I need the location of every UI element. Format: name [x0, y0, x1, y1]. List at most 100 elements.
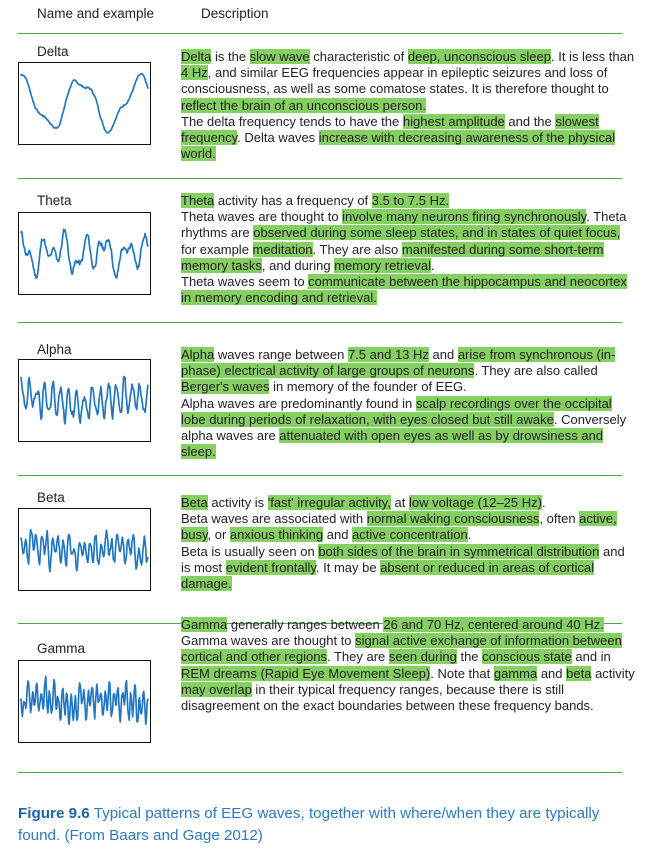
description-paragraph: The delta frequency tends to have the hi…: [181, 113, 636, 163]
wave-name-alpha: Alpha: [37, 342, 72, 357]
highlighted-text: evident frontally: [225, 559, 316, 575]
description-text: and: [428, 347, 458, 362]
highlighted-text: 'fast' irregular activity,: [267, 495, 391, 510]
beta-wave-trace: [20, 528, 149, 573]
description-text: characteristic of: [309, 49, 408, 64]
highlighted-text: meditation: [252, 241, 313, 257]
highlighted-text: Beta: [181, 495, 208, 510]
row-divider: [18, 475, 622, 476]
description-text: . They are: [326, 649, 389, 665]
highlighted-text: memory retrieval: [334, 257, 431, 273]
description-text: is the: [211, 49, 250, 64]
wave-name-theta: Theta: [37, 193, 72, 208]
description-text: and the: [504, 113, 556, 129]
description-paragraph: Theta waves are thought to involve many …: [181, 209, 636, 274]
figure-caption-text: Typical patterns of EEG waves, together …: [18, 805, 600, 844]
highlighted-text: deep, unconscious sleep: [407, 49, 551, 64]
description-delta: Delta is the slow wave characteristic of…: [181, 49, 636, 162]
description-alpha: Alpha waves range between 7.5 and 13 Hz …: [181, 347, 636, 460]
highlighted-text: both sides of the brain in symmetrical d…: [318, 543, 600, 559]
figure-label: Figure 9.6: [18, 805, 90, 822]
description-paragraph: Gamma generally ranges between 26 and 70…: [181, 617, 636, 633]
description-text: waves range between: [214, 347, 348, 362]
description-text: and: [323, 527, 353, 543]
description-text: The delta frequency tends to have the: [181, 113, 403, 129]
description-text: .: [541, 495, 546, 510]
gamma-wave-trace: [20, 675, 149, 726]
description-text: , and similar EEG frequencies appear in …: [181, 65, 609, 97]
description-text: . They are also: [312, 241, 402, 257]
description-text: Beta waves are associated with: [181, 511, 367, 527]
highlighted-text: normal waking consciousness: [366, 511, 540, 527]
highlighted-text: Berger's waves: [181, 379, 270, 395]
highlighted-text: Alpha: [181, 347, 215, 362]
description-text: . Theta rhythms are: [181, 209, 627, 241]
description-text: in memory of the founder of EEG.: [269, 379, 467, 395]
description-text: .: [467, 527, 472, 543]
description-text: and: [537, 665, 567, 681]
delta-wave-trace: [20, 72, 149, 134]
highlighted-text: 7.5 and 13 Hz: [347, 347, 429, 362]
description-text: Theta waves are thought to: [181, 209, 343, 225]
highlighted-text: 3.5 to 7.5 Hz.: [371, 193, 450, 208]
row-divider: [18, 772, 622, 773]
description-text: Alpha waves are predominantly found in: [181, 395, 416, 411]
description-paragraph: Beta is usually seen on both sides of th…: [181, 543, 636, 593]
row-divider: [18, 322, 622, 323]
description-text: Gamma waves are thought to: [181, 633, 356, 649]
description-text: , and during: [261, 257, 335, 273]
description-text: . Note that: [430, 665, 494, 681]
highlighted-text: Delta: [181, 49, 212, 64]
highlighted-text: conscious state: [482, 649, 572, 665]
highlighted-text: anxious thinking: [229, 527, 324, 543]
highlighted-text: active concentration: [352, 527, 468, 543]
highlighted-text: seen during: [388, 649, 457, 665]
header-name-column: Name and example: [37, 6, 155, 21]
gamma-wave-example: [18, 660, 151, 743]
beta-wave-example: [18, 508, 151, 591]
description-text: at: [390, 495, 409, 510]
description-text: and in: [571, 649, 611, 665]
highlighted-text: observed during some sleep states, and i…: [253, 225, 621, 241]
description-paragraph: Beta waves are associated with normal wa…: [181, 511, 636, 543]
highlighted-text: slow wave: [249, 49, 310, 64]
alpha-wave-trace: [20, 375, 149, 425]
description-text: Beta is usually seen on: [181, 543, 319, 559]
delta-wave-example: [18, 62, 151, 145]
description-beta: Beta activity is 'fast' irregular activi…: [181, 495, 636, 592]
header-description-column: Description: [201, 6, 269, 21]
description-paragraph: Beta activity is 'fast' irregular activi…: [181, 495, 636, 511]
theta-wave-example: [18, 212, 151, 295]
row-divider: [18, 33, 622, 34]
figure-caption: Figure 9.6 Typical patterns of EEG waves…: [18, 803, 643, 847]
row-divider: [18, 178, 622, 179]
highlighted-text: beta: [566, 665, 592, 681]
wave-name-delta: Delta: [37, 44, 69, 59]
highlighted-text: involve many neurons firing synchronousl…: [342, 209, 587, 225]
description-text: . It is less than: [551, 49, 635, 64]
row-divider: [18, 623, 622, 624]
wave-name-gamma: Gamma: [37, 641, 86, 656]
description-text: the: [456, 649, 483, 665]
description-text: , or: [207, 527, 230, 543]
highlighted-text: Theta: [181, 193, 215, 208]
highlighted-text: gamma: [493, 665, 538, 681]
highlighted-text: REM dreams (Rapid Eye Movement Sleep): [181, 665, 431, 681]
description-text: generally ranges between: [227, 617, 384, 632]
description-text: , often: [539, 511, 580, 527]
highlighted-text: low voltage (12–25 Hz): [409, 495, 542, 510]
description-paragraph: Theta waves seem to communicate between …: [181, 274, 636, 306]
description-text: in their typical frequency ranges, becau…: [181, 681, 594, 714]
description-text: .: [430, 257, 435, 273]
description-text: . They are also called: [474, 363, 598, 379]
description-text: . Conversely alpha waves are: [181, 411, 627, 444]
highlighted-text: 26 and 70 Hz, centered around 40 Hz.: [383, 617, 604, 632]
highlighted-text: 4 Hz: [181, 65, 208, 81]
description-text: . It may be: [315, 559, 381, 575]
alpha-wave-example: [18, 359, 151, 442]
highlighted-text: may overlap: [181, 681, 252, 697]
description-text: and is most: [181, 543, 625, 575]
description-paragraph: Gamma waves are thought to signal active…: [181, 633, 636, 714]
description-theta: Theta activity has a frequency of 3.5 to…: [181, 193, 636, 306]
description-paragraph: Theta activity has a frequency of 3.5 to…: [181, 193, 636, 209]
